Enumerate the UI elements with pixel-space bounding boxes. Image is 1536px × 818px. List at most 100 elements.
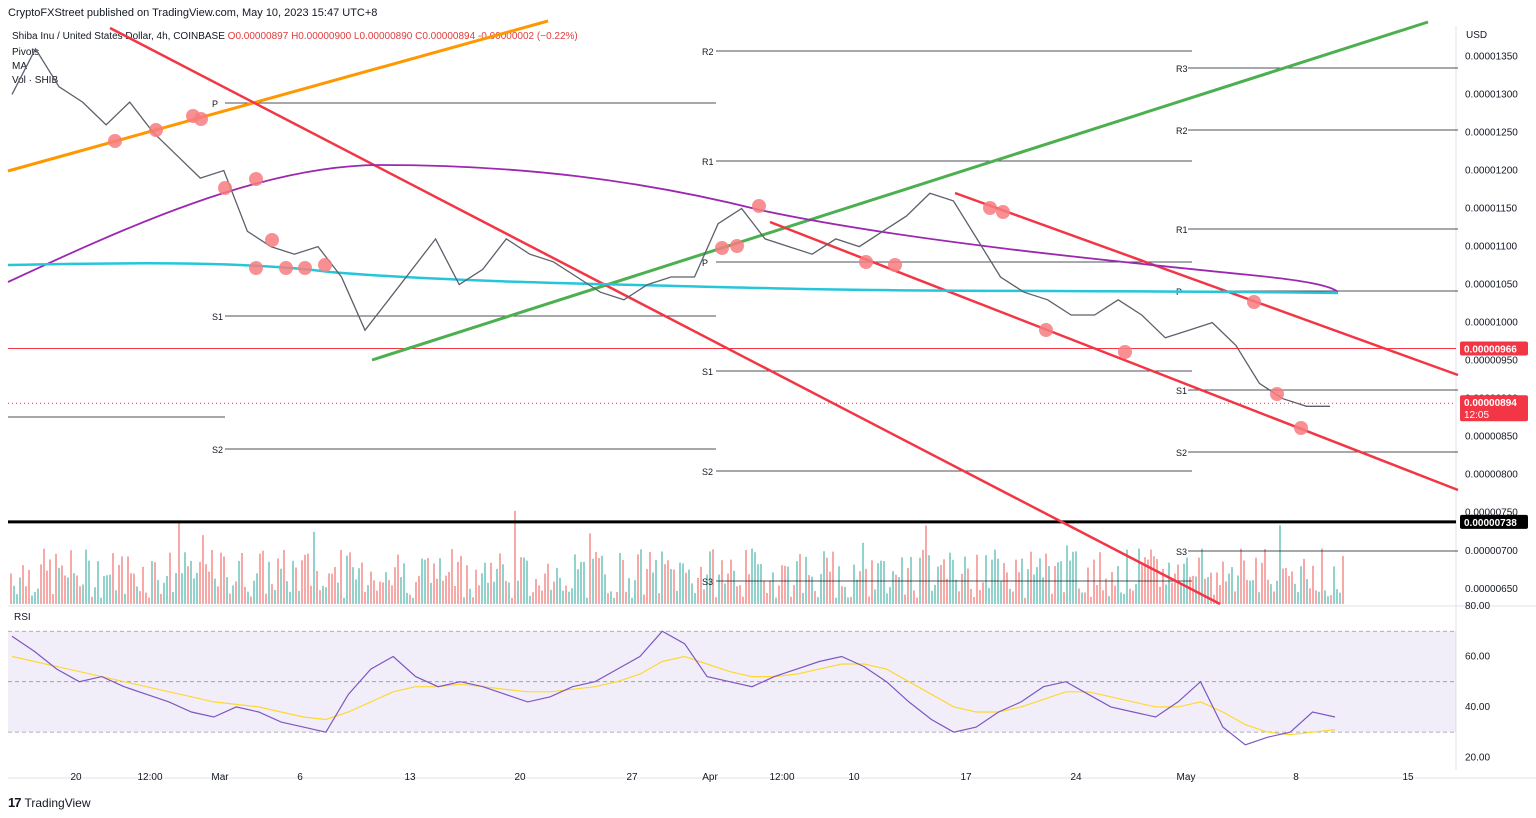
- volume-bar: [694, 593, 696, 604]
- pivot-label: P: [702, 258, 708, 268]
- volume-bar: [472, 597, 474, 604]
- volume-bar: [640, 549, 642, 604]
- volume-bar: [199, 561, 201, 604]
- volume-bar: [1036, 567, 1038, 604]
- volume-bar: [871, 560, 873, 604]
- touch-marker: [752, 199, 766, 213]
- volume-bar: [415, 582, 417, 604]
- volume-bar: [1234, 591, 1236, 604]
- volume-bar: [634, 580, 636, 604]
- volume-bar: [1258, 592, 1260, 604]
- volume-bar: [1294, 583, 1296, 604]
- volume-bar: [901, 557, 903, 604]
- price-tick-label: 0.00000900: [1465, 394, 1518, 405]
- volume-bar: [1243, 560, 1245, 604]
- pivot-label: R2: [702, 47, 714, 57]
- volume-bar: [739, 585, 741, 604]
- volume-bar: [730, 559, 732, 604]
- volume-bar: [526, 560, 528, 604]
- volume-bar: [184, 552, 186, 604]
- volume-bar: [139, 591, 141, 604]
- volume-bar: [1117, 566, 1119, 604]
- volume-bar: [1270, 584, 1272, 604]
- volume-bar: [925, 525, 927, 604]
- volume-bar: [79, 586, 81, 604]
- support-level-badge: [1460, 514, 1528, 529]
- indicator-ma[interactable]: MA: [12, 61, 27, 72]
- time-tick-label: 20: [514, 772, 526, 783]
- volume-bar: [553, 581, 555, 604]
- symbol-title[interactable]: Shiba Inu / United States Dollar, 4h, CO…: [12, 31, 225, 42]
- ohlc-open: O0.00000897: [227, 31, 289, 42]
- volume-bar: [1000, 581, 1002, 604]
- volume-bar: [1252, 580, 1254, 604]
- volume-bar: [958, 591, 960, 604]
- volume-bar: [469, 588, 471, 604]
- volume-bar: [1096, 585, 1098, 604]
- volume-bar: [343, 597, 345, 604]
- volume-bar: [1027, 569, 1029, 604]
- volume-bar: [196, 572, 198, 604]
- volume-bar: [589, 533, 591, 604]
- volume-bar: [550, 589, 552, 604]
- volume-bar: [208, 571, 210, 604]
- indicator-pivots[interactable]: Pivots: [12, 47, 40, 58]
- volume-bar: [304, 554, 306, 604]
- volume-bar: [1306, 579, 1308, 604]
- resistance-level-label: 0.00000966: [1464, 344, 1517, 355]
- time-tick-label: Apr: [702, 772, 718, 783]
- volume-bar: [205, 564, 207, 604]
- touch-marker: [730, 239, 744, 253]
- resistance-level-badge: [1460, 341, 1528, 356]
- volume-bar: [565, 585, 567, 604]
- price-tick-label: 0.00001100: [1465, 242, 1518, 253]
- volume-bar: [997, 558, 999, 604]
- volume-bar: [358, 568, 360, 604]
- volume-bar: [22, 565, 24, 604]
- volume-bar: [793, 585, 795, 604]
- volume-bar: [151, 561, 153, 604]
- volume-bar: [325, 587, 327, 604]
- green-trendline: [371, 20, 1429, 362]
- price-tick-label: 0.00000950: [1465, 356, 1518, 367]
- volume-bar: [991, 559, 993, 604]
- price-tick-label: 0.00000650: [1465, 584, 1518, 595]
- volume-bar: [145, 592, 147, 604]
- volume-bar: [19, 577, 21, 604]
- volume-bar: [556, 567, 558, 604]
- rsi-label[interactable]: RSI: [14, 612, 31, 623]
- volume-bar: [1123, 593, 1125, 604]
- volume-bar: [31, 595, 33, 604]
- pivot-label: R2: [1176, 126, 1188, 136]
- volume-bar: [463, 597, 465, 604]
- volume-bar: [973, 597, 975, 604]
- volume-bar: [1192, 575, 1194, 604]
- volume-bar: [649, 551, 651, 604]
- volume-bar: [154, 562, 156, 604]
- rsi-tick-label: 40.00: [1465, 702, 1490, 713]
- volume-bar: [1105, 578, 1107, 604]
- time-tick-label: 17: [960, 772, 972, 783]
- volume-bar: [16, 594, 18, 604]
- volume-bar: [688, 569, 690, 604]
- volume-bar: [1006, 572, 1008, 604]
- touch-marker: [186, 109, 200, 123]
- volume-bar: [604, 574, 606, 604]
- volume-bar: [1048, 566, 1050, 604]
- volume-bar: [934, 584, 936, 604]
- footer-brand[interactable]: 17 TradingView: [8, 795, 91, 810]
- time-tick-label: 6: [297, 772, 303, 783]
- volume-bar: [1015, 559, 1017, 604]
- volume-bar: [94, 587, 96, 604]
- indicator-volume[interactable]: Vol · SHIB: [12, 75, 59, 86]
- volume-bar: [265, 593, 267, 604]
- volume-bar: [1315, 590, 1317, 604]
- volume-bar: [460, 555, 462, 604]
- volume-bar: [1204, 578, 1206, 604]
- volume-bar: [67, 577, 69, 604]
- volume-bar: [40, 564, 42, 604]
- volume-bar: [568, 591, 570, 604]
- rsi-tick-label: 80.00: [1465, 601, 1490, 612]
- volume-bar: [1198, 557, 1200, 604]
